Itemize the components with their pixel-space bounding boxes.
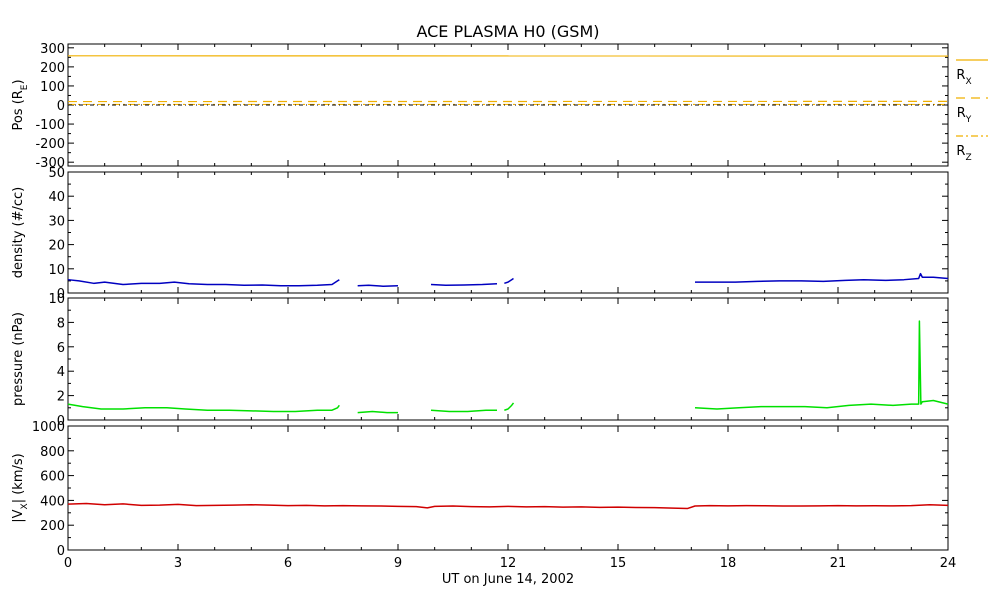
series-line-vx [67, 502, 949, 510]
x-tick-label: 15 [610, 556, 627, 571]
panel-pressure: 0 2 4 6 8 10 pressure (nPa) [11, 292, 949, 429]
series-line-density [430, 283, 498, 287]
series-line-density [695, 272, 949, 283]
panel-frame [67, 425, 949, 551]
series-line-pressure [67, 403, 340, 413]
y-tick-label: 800 [40, 445, 65, 460]
y-axis-label: density (#/cc) [11, 187, 26, 279]
y-tick-label: 2 [57, 390, 65, 405]
x-tick-label: 9 [394, 556, 402, 571]
series-line-density [504, 277, 514, 285]
panel-vx: 0 200 400 600 800 1000 |VX| (km/s) [11, 420, 949, 559]
y-tick-label: 300 [40, 42, 65, 57]
y-tick-label: 100 [40, 80, 65, 95]
panel-position: 300 200 100 0 -100 -200 -300 Pos (RE) RX RY RZ [11, 42, 988, 171]
y-tick-label: 10 [48, 263, 65, 278]
y-tick-label: 0 [57, 99, 65, 114]
series-line-pressure [504, 402, 515, 411]
x-axis-label: UT on June 14, 2002 [442, 572, 574, 587]
x-tick-label: 24 [940, 556, 957, 571]
y-tick-label: -100 [35, 118, 65, 133]
series-line-density [357, 284, 399, 287]
y-tick-label: 1000 [32, 420, 65, 435]
y-tick-label: 10 [48, 292, 65, 307]
x-tick-label: 21 [830, 556, 847, 571]
panel-density: 0 10 20 30 40 50 density (#/cc) [11, 166, 949, 302]
chart-title: ACE PLASMA H0 (GSM) [416, 22, 599, 41]
y-tick-label: 6 [57, 341, 65, 356]
series-line-density [67, 278, 340, 287]
x-tick-label: 3 [174, 556, 182, 571]
x-tick-label: 12 [500, 556, 517, 571]
series-line-pressure [694, 320, 949, 410]
y-tick-label: 30 [48, 214, 65, 229]
y-tick-label: 600 [40, 470, 65, 485]
panel-frame [67, 171, 949, 294]
legend-label-z: RZ [956, 144, 971, 163]
y-tick-label: 200 [40, 61, 65, 76]
legend-label-x: RX [956, 68, 971, 87]
x-tick-label: 6 [284, 556, 292, 571]
y-tick-label: -200 [35, 137, 65, 152]
y-tick-label: 4 [57, 365, 65, 380]
x-tick-label: 18 [720, 556, 737, 571]
y-axis-label: |VX| (km/s) [11, 453, 30, 522]
y-tick-label: 200 [40, 519, 65, 534]
y-tick-label: 40 [48, 190, 65, 205]
y-tick-label: 50 [48, 166, 65, 181]
series-line-pressure [430, 409, 497, 413]
y-axis-label: pressure (nPa) [11, 312, 26, 406]
y-tick-label: 0 [57, 544, 65, 559]
y-tick-label: 400 [40, 494, 65, 509]
y-tick-label: 8 [57, 316, 65, 331]
y-tick-label: -300 [35, 156, 65, 171]
panel-frame [67, 297, 949, 421]
x-tick-label: 0 [64, 556, 72, 571]
y-tick-label: 20 [48, 239, 65, 254]
legend-label-y: RY [957, 106, 972, 125]
y-axis-label: Pos (RE) [11, 79, 30, 130]
y-tick-label: 0 [57, 414, 65, 429]
series-line-pressure [357, 410, 398, 414]
y-tick-label: 0 [57, 287, 65, 302]
